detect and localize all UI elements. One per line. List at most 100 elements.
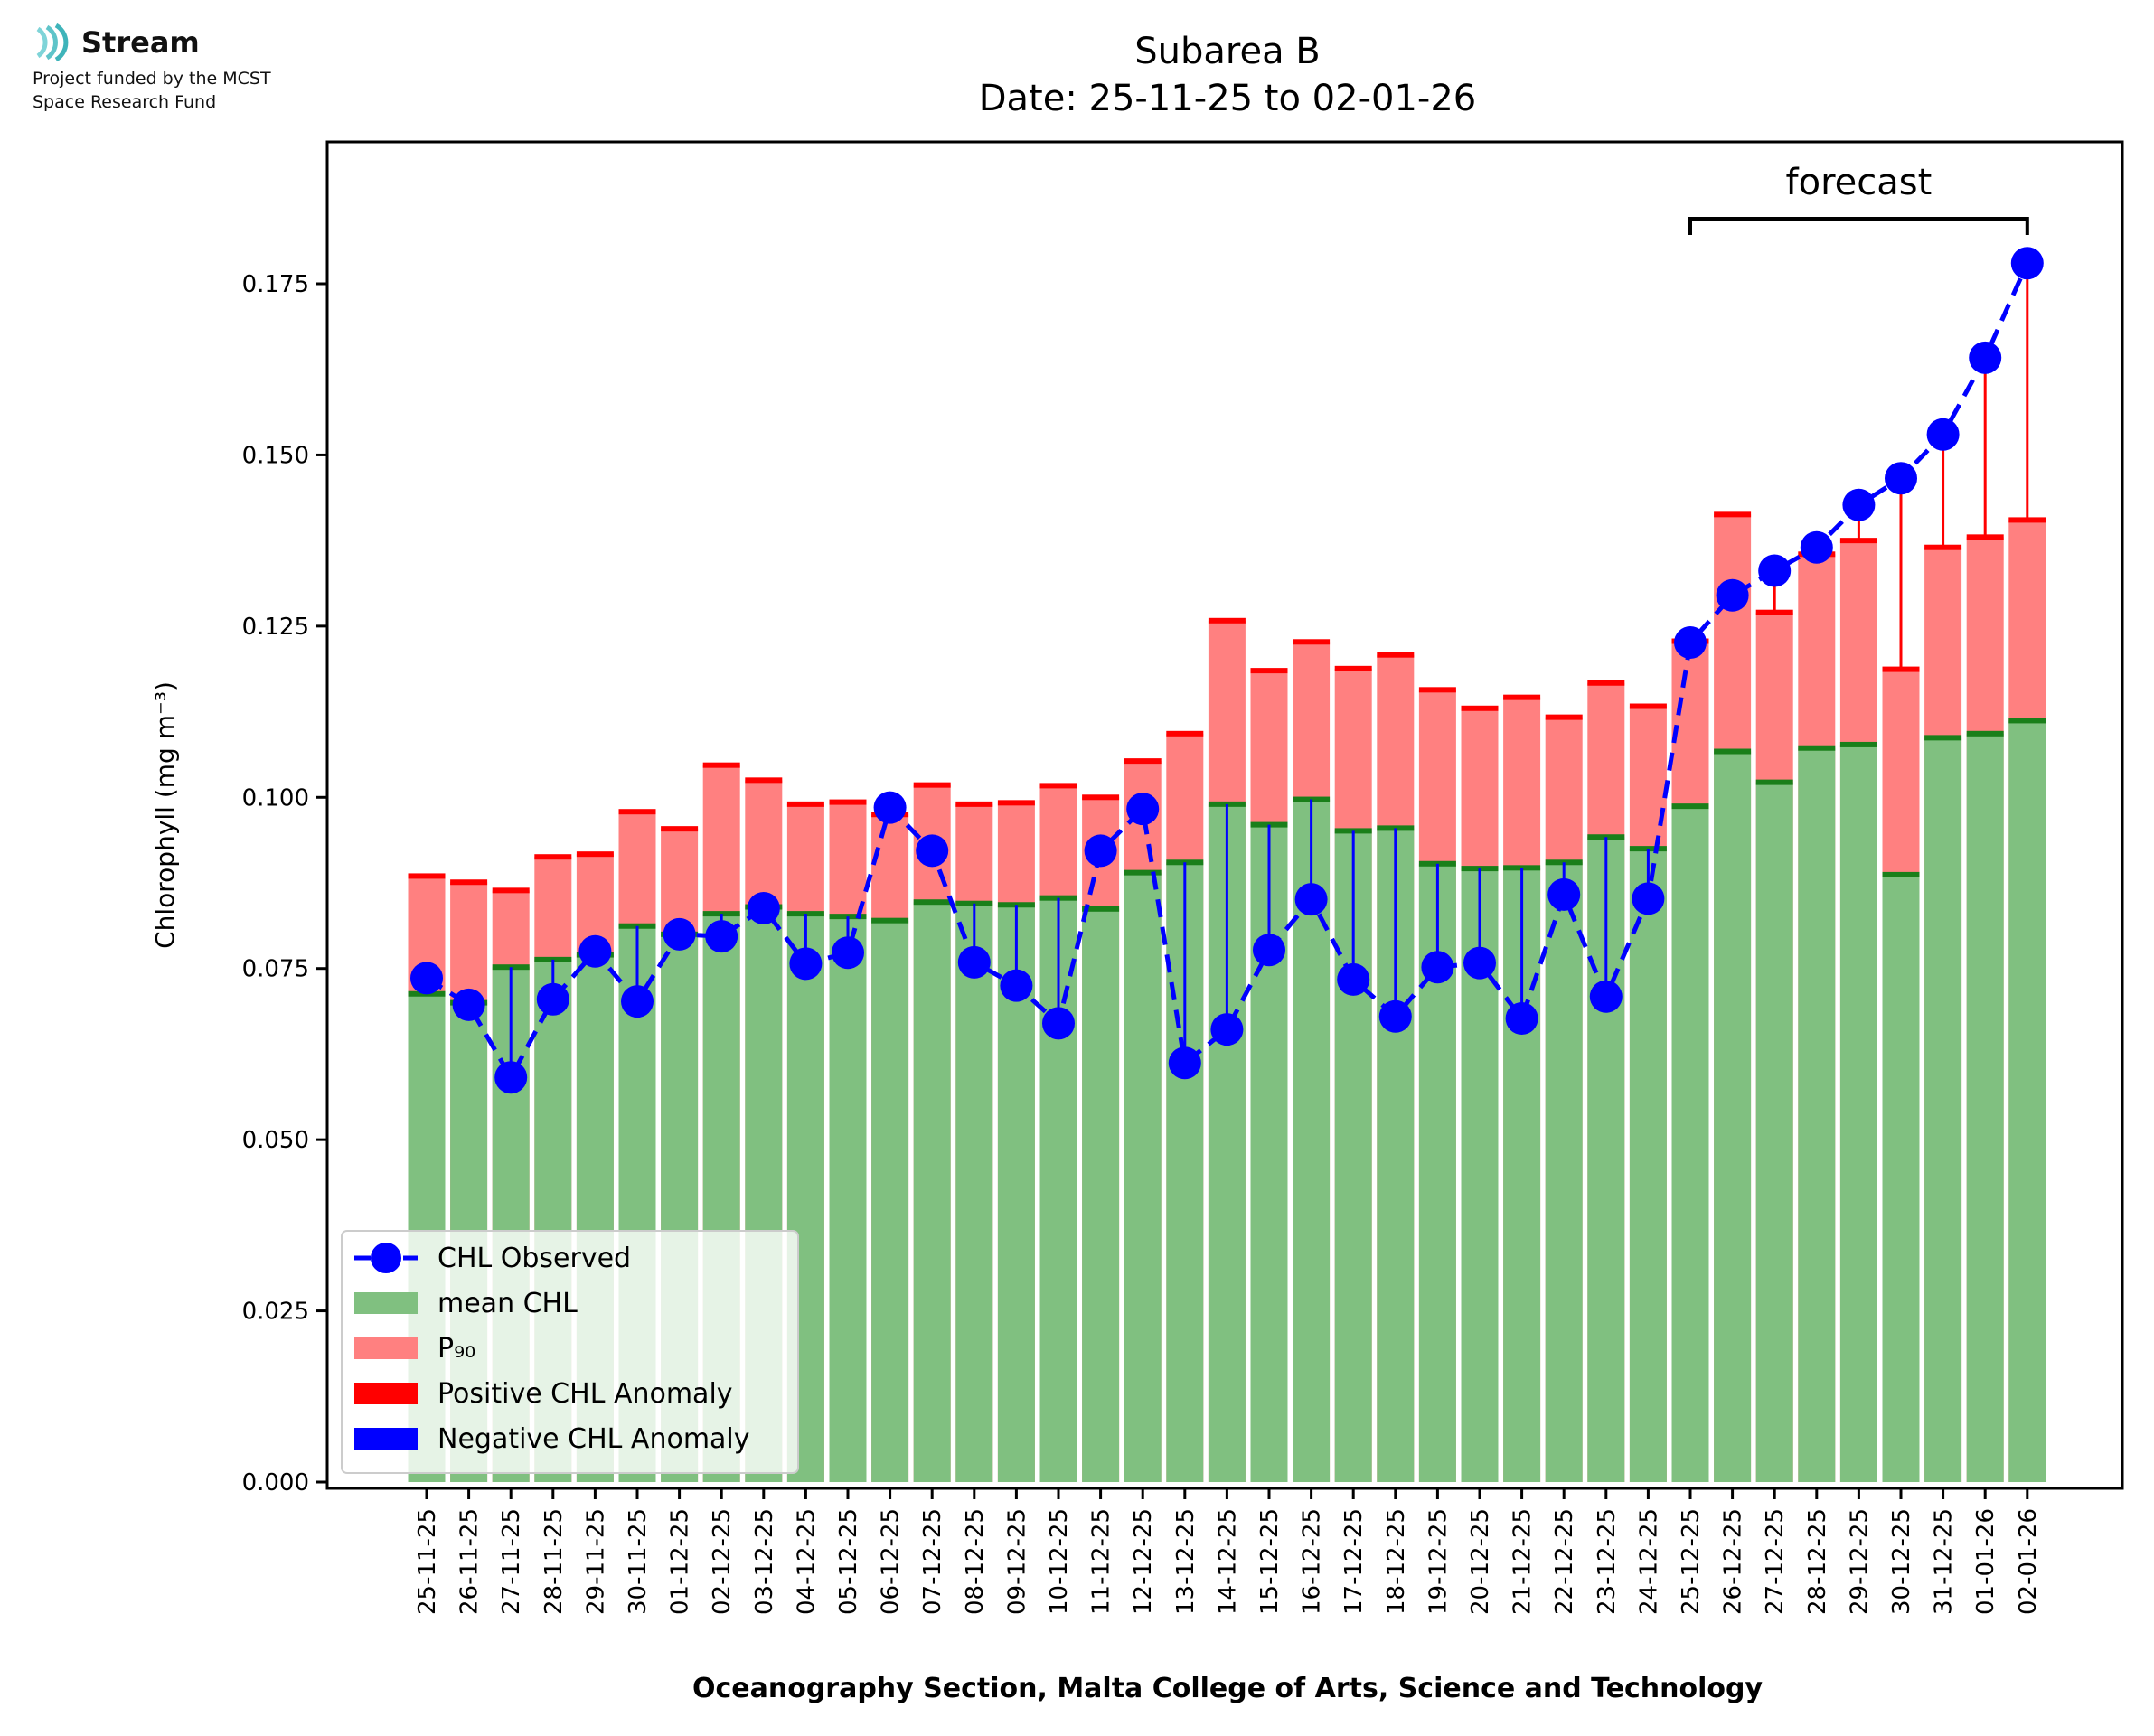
mean-bar [1924, 737, 1962, 1482]
x-tick-label: 25-12-25 [1678, 1508, 1705, 1615]
p90-cap [1629, 703, 1667, 709]
mean-bar [913, 902, 951, 1482]
observed-point [705, 920, 738, 953]
x-tick-label: 29-11-25 [582, 1508, 609, 1615]
mean-bar [1798, 747, 1836, 1482]
x-tick-label: 27-11-25 [498, 1508, 525, 1615]
forecast-bracket [1688, 217, 2029, 235]
p90-cap [661, 826, 699, 832]
mean-bar [1124, 872, 1162, 1482]
observed-point [494, 1061, 528, 1094]
p90-cap [745, 777, 783, 784]
observed-point [663, 917, 696, 951]
y-tick-label: 0.075 [242, 956, 309, 983]
y-tick-label: 0.050 [242, 1127, 309, 1154]
legend-label: Positive CHL Anomaly [437, 1378, 733, 1410]
chart-subtitle: Date: 25-11-25 to 02-01-26 [979, 78, 1477, 119]
mean-cap [1882, 871, 1920, 877]
mean-bar [1966, 733, 2004, 1482]
x-tick-label: 06-12-25 [878, 1508, 905, 1615]
legend-label: P₉₀ [437, 1333, 475, 1365]
p90-cap [913, 782, 951, 788]
observed-point [1674, 626, 1707, 660]
observed-point [452, 988, 485, 1021]
mean-bar [2008, 720, 2046, 1482]
x-tick-label: 27-12-25 [1762, 1508, 1789, 1615]
legend-swatch [354, 1292, 418, 1314]
observed-point [1421, 951, 1454, 984]
p90-cap [534, 854, 572, 860]
x-axis-label: Oceanography Section, Malta College of A… [692, 1673, 1764, 1704]
observed-point [1842, 488, 1876, 521]
p90-cap [1039, 783, 1077, 789]
mean-bar [1755, 782, 1793, 1482]
x-tick-label: 05-12-25 [835, 1508, 862, 1615]
stream-wave-icon [36, 23, 69, 62]
x-tick-label: 10-12-25 [1046, 1508, 1073, 1615]
p90-cap [1250, 668, 1288, 674]
observed-point [832, 936, 864, 970]
p90-cap [829, 799, 867, 805]
p90-cap [1124, 758, 1162, 765]
mean-cap [1966, 730, 2004, 737]
x-tick-label: 30-11-25 [625, 1508, 652, 1615]
x-tick-label: 12-12-25 [1130, 1508, 1157, 1615]
y-tick-label: 0.125 [242, 614, 309, 641]
observed-point [1505, 1002, 1538, 1036]
p90-cap [576, 851, 614, 858]
observed-point [873, 791, 907, 824]
observed-point [789, 947, 823, 981]
x-tick-label: 26-11-25 [456, 1508, 484, 1615]
plot-frame [325, 140, 2124, 1490]
mean-bar [955, 903, 993, 1482]
p90-cap [1208, 617, 1246, 624]
mean-cap [1714, 748, 1752, 755]
observed-point [1126, 793, 1160, 826]
observed-point [916, 834, 949, 868]
x-tick-label: 28-12-25 [1804, 1508, 1831, 1615]
observed-point [1337, 962, 1370, 996]
mean-bar [871, 920, 909, 1482]
mean-cap [1124, 869, 1162, 876]
p90-cap [1377, 652, 1415, 658]
p90-cap [1418, 687, 1456, 693]
observed-point [1210, 1013, 1244, 1046]
x-tick-label: 29-12-25 [1846, 1508, 1873, 1615]
p90-cap [1714, 511, 1752, 518]
p90-cap [1166, 730, 1204, 737]
forecast-label: forecast [1786, 162, 1933, 203]
p90-cap [702, 762, 740, 768]
observed-point [1253, 934, 1285, 967]
observed-point [1589, 980, 1623, 1013]
legend-swatch [354, 1428, 418, 1450]
p90-cap [1503, 694, 1541, 700]
mean-cap [871, 917, 909, 924]
mean-bar [1545, 862, 1583, 1482]
y-axis-label: Chlorophyll (mg m⁻³) [150, 681, 180, 949]
mean-bar [1082, 908, 1120, 1482]
p90-cap [997, 800, 1035, 806]
observed-point [1168, 1046, 1201, 1080]
p90-cap [1461, 705, 1499, 711]
chart-title: Subarea B [1134, 31, 1321, 72]
p90-cap [618, 809, 656, 815]
legend-marker-swatch [371, 1243, 401, 1273]
x-tick-label: 14-12-25 [1214, 1508, 1241, 1615]
observed-point [1800, 530, 1833, 564]
mean-bar [1882, 874, 1920, 1482]
legend-swatch [354, 1383, 418, 1404]
x-tick-label: 07-12-25 [919, 1508, 946, 1615]
x-tick-label: 22-12-25 [1551, 1508, 1578, 1615]
stream-logo: Stream Project funded by the MCST Space … [33, 20, 271, 112]
x-tick-label: 17-12-25 [1340, 1508, 1368, 1615]
observed-point [1378, 999, 1412, 1033]
x-tick-label: 28-11-25 [541, 1508, 568, 1615]
mean-cap [1755, 779, 1793, 785]
observed-point [1084, 834, 1117, 868]
x-tick-label: 01-01-26 [1972, 1508, 1999, 1615]
x-tick-label: 26-12-25 [1720, 1508, 1747, 1615]
brand-name: Stream [81, 25, 200, 60]
observed-point [1000, 969, 1033, 1002]
observed-point [1294, 883, 1328, 916]
x-tick-label: 30-12-25 [1888, 1508, 1915, 1615]
